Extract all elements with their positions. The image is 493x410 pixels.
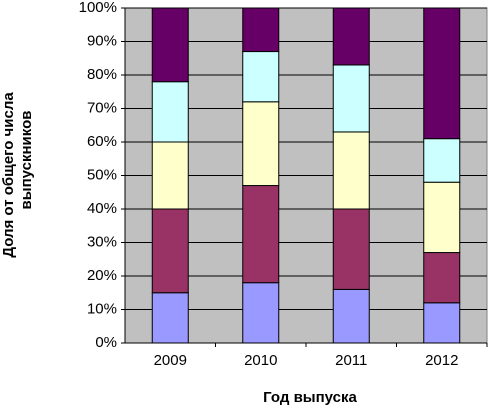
x-axis-title: Год выпуска	[263, 389, 357, 406]
bar-segment	[423, 138, 461, 183]
y-tick-label: 60%	[87, 133, 117, 150]
bar-segment	[332, 208, 370, 290]
bar-segment	[242, 7, 280, 53]
bar-segment	[423, 7, 461, 140]
bar-segment	[423, 181, 461, 254]
y-tick-label: 0%	[95, 334, 117, 351]
y-tick-label: 30%	[87, 233, 117, 250]
y-axis-title: Доля от общего числа	[0, 92, 17, 258]
bar-segment	[332, 131, 370, 210]
y-tick-label: 40%	[87, 200, 117, 217]
bar-segment	[423, 302, 461, 344]
bar-segment	[242, 51, 280, 103]
bar-segment	[242, 185, 280, 284]
bar-segment	[423, 252, 461, 304]
y-tick-label: 90%	[87, 32, 117, 49]
bar-segment	[151, 141, 189, 210]
bar-segment	[332, 7, 370, 66]
bar-segment	[332, 288, 370, 344]
y-tick-label: 80%	[87, 66, 117, 83]
y-tick-label: 10%	[87, 300, 117, 317]
bar-segment	[151, 81, 189, 143]
x-tick-label: 2012	[425, 352, 458, 369]
bar-segment	[151, 7, 189, 83]
bar-segment	[242, 282, 280, 344]
y-tick-label: 50%	[87, 166, 117, 183]
y-tick-label: 20%	[87, 267, 117, 284]
y-tick-label: 100%	[79, 0, 117, 16]
bar-segment	[151, 292, 189, 344]
x-tick-label: 2009	[154, 352, 187, 369]
x-tick-label: 2011	[335, 352, 367, 369]
x-tick-label: 2010	[244, 352, 277, 369]
y-axis-title: выпускников	[18, 111, 35, 210]
bar-segment	[332, 64, 370, 133]
bar-segment	[242, 101, 280, 187]
y-tick-label: 70%	[87, 99, 117, 116]
bar-segment	[151, 208, 189, 294]
